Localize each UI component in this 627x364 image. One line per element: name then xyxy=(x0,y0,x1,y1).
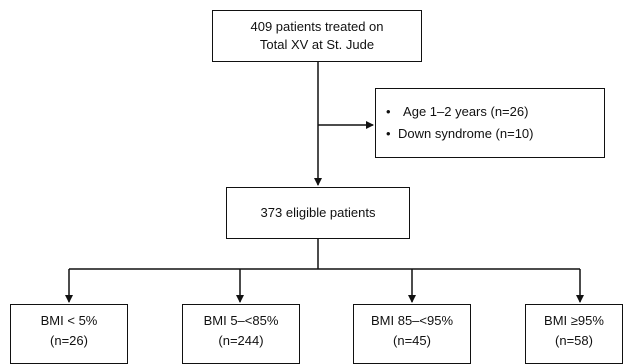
connector-lines xyxy=(65,62,584,303)
exclusion-item-down-syndrome: Down syndrome (n=10) xyxy=(386,123,533,145)
bmi-group-box-5-85: BMI 5–<85% (n=244) xyxy=(182,304,300,364)
bmi-group-count: (n=45) xyxy=(393,333,431,348)
eligible-patients-label: 373 eligible patients xyxy=(260,205,376,220)
bmi-group-box-85-95: BMI 85–<95% (n=45) xyxy=(353,304,471,364)
bmi-group-box-under-5: BMI < 5% (n=26) xyxy=(10,304,128,364)
total-patients-box: 409 patients treated on Total XV at St. … xyxy=(212,10,422,62)
eligible-patients-box: 373 eligible patients xyxy=(226,187,410,239)
total-patients-line1: 409 patients treated on xyxy=(250,19,384,34)
bmi-group-label: BMI ≥95% xyxy=(544,313,604,328)
bmi-group-count: (n=26) xyxy=(50,333,88,348)
bmi-group-label: BMI < 5% xyxy=(40,313,98,328)
bmi-group-count: (n=244) xyxy=(218,333,264,348)
bmi-group-box-95-plus: BMI ≥95% (n=58) xyxy=(525,304,623,364)
bmi-group-label: BMI 85–<95% xyxy=(370,313,454,328)
exclusion-box: Age 1–2 years (n=26) Down syndrome (n=10… xyxy=(375,88,605,158)
bmi-group-label: BMI 5–<85% xyxy=(203,313,279,328)
exclusion-item-age: Age 1–2 years (n=26) xyxy=(386,101,533,123)
bmi-group-count: (n=58) xyxy=(555,333,593,348)
exclusion-list: Age 1–2 years (n=26) Down syndrome (n=10… xyxy=(386,101,533,145)
total-patients-line2: Total XV at St. Jude xyxy=(259,37,375,52)
